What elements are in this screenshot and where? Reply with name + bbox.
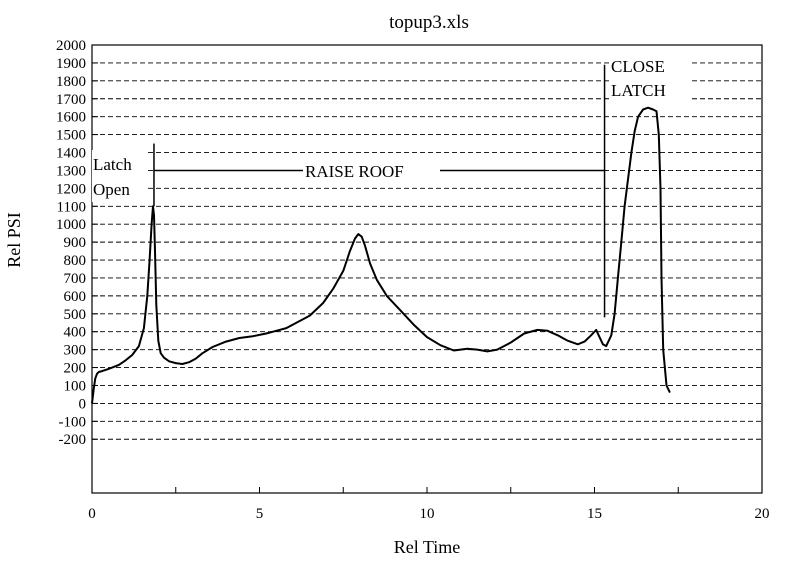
y-tick-label: 1500 bbox=[56, 128, 86, 144]
y-tick-label: 1300 bbox=[56, 163, 86, 179]
y-tick-label: 2000 bbox=[56, 38, 86, 54]
annotation-raise-roof: RAISE ROOF bbox=[305, 162, 404, 181]
y-tick-label: 600 bbox=[64, 289, 87, 305]
y-tick-label: 1400 bbox=[56, 146, 86, 162]
y-tick-label: 1800 bbox=[56, 74, 86, 90]
y-tick-label: 200 bbox=[64, 361, 87, 377]
annotation-open: Open bbox=[93, 180, 130, 199]
y-tick-label: -200 bbox=[59, 432, 87, 448]
y-tick-label: 1900 bbox=[56, 56, 86, 72]
y-tick-label: -100 bbox=[59, 414, 87, 430]
series-layer bbox=[91, 106, 671, 404]
y-tick-label: 400 bbox=[64, 325, 87, 341]
x-tick-label: 20 bbox=[755, 506, 770, 522]
y-tick-label: 100 bbox=[64, 378, 87, 394]
y-tick-label: 1000 bbox=[56, 217, 86, 233]
y-tick-label: 800 bbox=[64, 253, 87, 269]
y-tick-label: 0 bbox=[79, 396, 87, 412]
annotation-latch-2: LATCH bbox=[611, 81, 666, 100]
y-tick-label: 300 bbox=[64, 343, 87, 359]
annotation-latch: Latch bbox=[93, 155, 132, 174]
y-axis-label: Rel PSI bbox=[4, 212, 24, 268]
y-tick-label: 1700 bbox=[56, 92, 86, 108]
y-tick-label: 1600 bbox=[56, 110, 86, 126]
y-tick-label: 900 bbox=[64, 235, 87, 251]
x-tick-label: 15 bbox=[587, 506, 602, 522]
raise-roof-label-bg bbox=[303, 160, 440, 180]
plot-frame bbox=[91, 44, 763, 494]
series-line bbox=[91, 106, 671, 404]
y-tick-label: 1100 bbox=[57, 199, 86, 215]
y-tick-label: 1200 bbox=[56, 181, 86, 197]
annotation-close: CLOSE bbox=[611, 57, 665, 76]
tick-layer: 2000190018001700160015001400130012001100… bbox=[56, 38, 770, 522]
x-tick-label: 5 bbox=[256, 506, 264, 522]
x-axis-label: Rel Time bbox=[394, 537, 461, 557]
y-tick-label: 500 bbox=[64, 307, 87, 323]
x-tick-label: 0 bbox=[88, 506, 96, 522]
marker-layer bbox=[153, 64, 606, 318]
chart-title: topup3.xls bbox=[389, 12, 469, 33]
latch-open-label-bg bbox=[92, 150, 145, 202]
close-latch-label-bg bbox=[610, 55, 690, 101]
x-tick-label: 10 bbox=[420, 506, 435, 522]
y-tick-label: 700 bbox=[64, 271, 87, 287]
